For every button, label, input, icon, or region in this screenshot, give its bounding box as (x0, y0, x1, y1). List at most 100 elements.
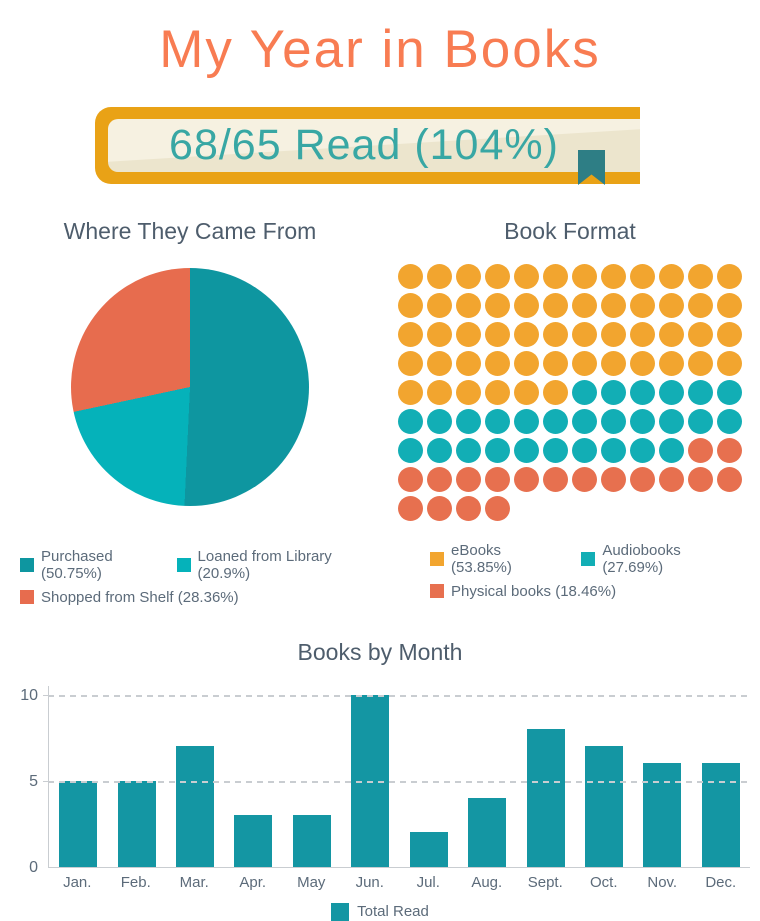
physical-books-dot (485, 466, 510, 492)
bar-slot (516, 695, 574, 867)
ebooks-dot (456, 350, 481, 376)
x-axis-baseline (48, 866, 750, 868)
ebooks-dot (572, 350, 597, 376)
physical-books-dot (427, 466, 452, 492)
audiobooks-dot (659, 437, 684, 463)
audiobooks-dot (659, 379, 684, 405)
pie-chart-zone (0, 267, 380, 540)
ebooks-dot (688, 321, 713, 347)
ebooks-dot (601, 321, 626, 347)
ebooks-dot (427, 263, 452, 289)
month-label: Mar. (179, 873, 209, 891)
physical-books-dot (485, 495, 510, 521)
physical-books-dot (630, 466, 655, 492)
ebooks-dot (601, 263, 626, 289)
bar-slot (458, 695, 516, 867)
pie-legend: Purchased (50.75%) Loaned from Library (2… (0, 548, 380, 606)
ebooks-dot (398, 321, 423, 347)
waffle-section-title: Book Format (504, 217, 636, 244)
ebooks-dot (630, 321, 655, 347)
bar-legend-label: Total Read (357, 903, 429, 921)
ebooks-dot (427, 321, 452, 347)
month-label: Jun. (355, 873, 384, 891)
ebooks-dot (543, 263, 568, 289)
audiobooks-dot (601, 379, 626, 405)
legend-item: Shopped from Shelf (28.36%) (20, 589, 239, 606)
bar-slot (400, 695, 458, 867)
ebooks-dot (543, 292, 568, 318)
physical-books-dot (688, 437, 713, 463)
audiobooks-dot (630, 437, 655, 463)
ebooks-dot (485, 263, 510, 289)
waffle-chart-zone (380, 262, 760, 534)
physical-books-dot (601, 466, 626, 492)
waffle-legend: eBooks (53.85%) Audiobooks (27.69%) Physic… (380, 542, 760, 600)
physical-books-dot (688, 466, 713, 492)
audiobooks-dot (688, 408, 713, 434)
audiobooks-dot (485, 437, 510, 463)
book-pages-shape: 68/65 Read (104%) (108, 118, 640, 172)
ebooks-dot (659, 263, 684, 289)
audiobooks-dot (572, 437, 597, 463)
ebooks-dot (543, 321, 568, 347)
audiobooks-dot (456, 408, 481, 434)
ebooks-dot (688, 350, 713, 376)
y-tick-label: 5 (29, 772, 38, 790)
ebooks-dot (398, 379, 423, 405)
audiobooks-dot (659, 408, 684, 434)
audiobooks-dot (427, 437, 452, 463)
legend-swatch (20, 557, 34, 572)
physical-books-dot (514, 466, 539, 492)
audiobooks-dot (514, 408, 539, 434)
legend-label: Loaned from Library (20.9%) (197, 547, 332, 582)
ebooks-dot (601, 350, 626, 376)
legend-label: Shopped from Shelf (28.36%) (41, 588, 239, 606)
audiobooks-dot (717, 379, 742, 405)
bar-slot (107, 695, 165, 867)
audiobooks-dot (398, 437, 423, 463)
month-label: Feb. (120, 873, 151, 891)
bar-slot (166, 695, 224, 867)
legend-item: Purchased (50.75%) (20, 548, 157, 582)
audiobooks-dot (456, 437, 481, 463)
y-axis-line (48, 685, 49, 868)
x-axis-labels: Jan. Feb. Mar. Apr. May Jun. Jul. Aug. Sept. Oct.… (48, 874, 750, 891)
ebooks-dot (456, 292, 481, 318)
legend-swatch (20, 590, 34, 605)
physical-books-dot (456, 495, 481, 521)
charts-row: Where They Came From Purchased (50.75%) L… (0, 196, 760, 613)
ebooks-dot (514, 292, 539, 318)
ebooks-dot (717, 263, 742, 289)
ebooks-dot (601, 292, 626, 318)
ebooks-dot (572, 263, 597, 289)
pie-chart (71, 267, 309, 506)
legend-label: eBooks (53.85%) (451, 541, 512, 576)
legend-label: Audiobooks (27.69%) (602, 541, 681, 576)
ebooks-dot (717, 321, 742, 347)
month-label: May (297, 873, 326, 891)
physical-books-dot (572, 466, 597, 492)
gridline-10 (48, 694, 750, 697)
bar-nov (643, 763, 682, 867)
ebooks-dot (572, 321, 597, 347)
legend-swatch (430, 584, 444, 599)
ebooks-dot (717, 292, 742, 318)
physical-books-dot (543, 466, 568, 492)
y-tick (43, 694, 48, 696)
ebooks-dot (398, 263, 423, 289)
y-tick-label: 10 (20, 686, 38, 704)
audiobooks-dot (427, 408, 452, 434)
ebooks-dot (659, 321, 684, 347)
ebooks-dot (427, 379, 452, 405)
audiobooks-dot (688, 379, 713, 405)
ebooks-dot (688, 263, 713, 289)
bar-jul (409, 832, 448, 867)
legend-swatch (430, 551, 444, 566)
month-label: Aug. (471, 873, 503, 891)
bar-slot (575, 695, 633, 867)
bar-section-title: Books by Month (297, 638, 463, 665)
legend-row: Shopped from Shelf (28.36%) (20, 589, 380, 606)
ebooks-dot (572, 292, 597, 318)
ebooks-dot (717, 350, 742, 376)
